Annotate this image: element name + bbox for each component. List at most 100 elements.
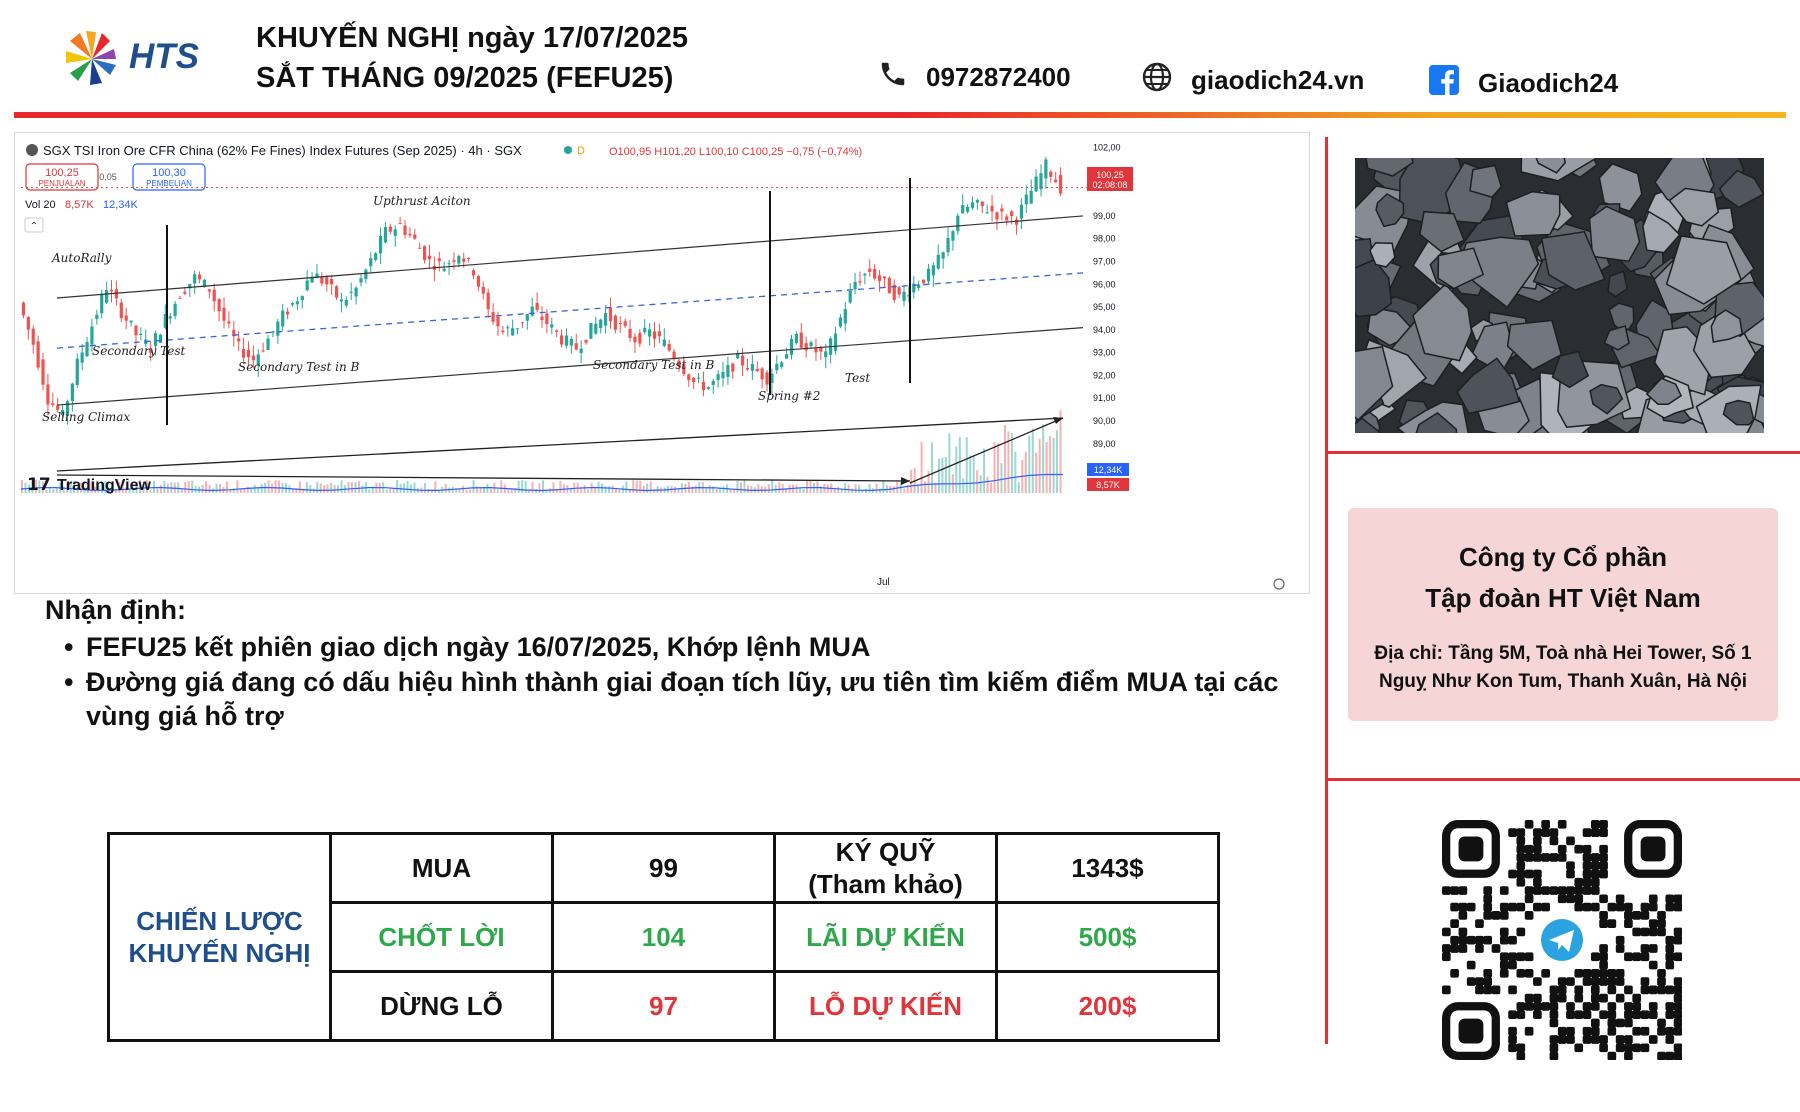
qr-module	[1657, 1018, 1666, 1028]
buy-button[interactable]	[132, 163, 206, 191]
margin-label-line1: KÝ QUỸ	[835, 837, 936, 867]
candle-body	[785, 354, 789, 359]
chart-canvas: SGX TSI Iron Ore CFR China (62% Fe Fines…	[20, 143, 1285, 590]
volume-bar	[389, 488, 392, 493]
candle-body	[70, 383, 74, 402]
qr-module	[1549, 1043, 1559, 1053]
volume-bar	[673, 486, 676, 493]
candle-body	[158, 334, 163, 343]
telegram-qr-code[interactable]	[1442, 820, 1683, 1061]
right-divider-vertical	[1325, 137, 1328, 1044]
candle-body	[447, 263, 451, 265]
qr-module	[1673, 977, 1683, 986]
volume-bar	[635, 480, 638, 493]
volume-bar	[239, 488, 242, 493]
volume-bar	[208, 485, 211, 493]
volume-bar	[958, 437, 961, 493]
qr-module	[1640, 1043, 1650, 1053]
qr-module	[1615, 902, 1625, 912]
candle-body	[564, 335, 569, 346]
volume-bar	[462, 485, 465, 493]
qr-module	[1566, 861, 1575, 871]
qr-module	[1458, 944, 1468, 953]
volume-bar	[517, 480, 520, 493]
candle-body	[422, 246, 427, 261]
volume-bar	[739, 482, 742, 493]
website-link[interactable]: giaodich24.vn	[1191, 65, 1365, 95]
qr-module	[1590, 853, 1600, 862]
qr-module	[1541, 968, 1550, 978]
candle-body	[193, 274, 197, 284]
candle-body	[599, 319, 603, 328]
qr-module	[1574, 844, 1584, 854]
margin-label-cell: KÝ QUỸ (Tham khảo)	[773, 832, 998, 904]
qr-module	[1607, 1010, 1617, 1020]
volume-bar	[142, 485, 145, 493]
candle-body	[633, 336, 637, 343]
bullet-icon: •	[64, 632, 74, 662]
volume-bar	[298, 481, 301, 493]
candle-body	[1010, 211, 1014, 216]
qr-module	[1533, 836, 1542, 846]
volume-bar	[201, 484, 204, 493]
qr-module	[1624, 1051, 1633, 1061]
volume-bar	[851, 488, 854, 493]
volume-bar	[778, 482, 781, 493]
qr-module	[1599, 820, 1608, 829]
phone-icon	[878, 59, 908, 96]
qr-module	[1599, 844, 1608, 854]
qr-module	[1450, 944, 1459, 953]
candle-body	[442, 268, 446, 272]
qr-module	[1599, 828, 1608, 837]
qr-module	[1557, 1026, 1567, 1036]
qr-module	[1615, 1035, 1625, 1044]
candle-body	[212, 289, 216, 302]
candle-body	[305, 280, 309, 291]
qr-module	[1632, 993, 1642, 1003]
website-contact[interactable]: giaodich24.vn	[1141, 61, 1364, 100]
volume-bar	[267, 480, 270, 493]
qr-module	[1442, 944, 1451, 953]
volume-bar	[607, 486, 610, 493]
qr-module	[1458, 902, 1468, 912]
qr-module	[1640, 902, 1650, 912]
candle-body	[388, 226, 392, 232]
ore-chunk	[1415, 411, 1458, 433]
volume-bar	[1024, 451, 1027, 493]
annotation-spring-2: Spring #2	[758, 389, 820, 403]
candle-body	[941, 252, 945, 259]
settings-icon[interactable]	[1273, 578, 1285, 590]
sell-button[interactable]	[25, 163, 99, 191]
expected-profit-label: LÃI DỰ KIẾN	[773, 901, 998, 973]
qr-module	[1450, 935, 1459, 945]
candle-body	[139, 333, 143, 336]
page-subtitle: SẮT THÁNG 09/2025 (FEFU25)	[256, 62, 674, 94]
volume-bar	[55, 488, 58, 493]
candle-body	[711, 380, 715, 385]
qr-module	[1483, 894, 1493, 904]
phone-contact[interactable]: 0972872400	[878, 59, 1071, 96]
candle-body	[961, 205, 965, 214]
facebook-page[interactable]: Giaodich24	[1478, 68, 1619, 98]
volume-bar	[476, 486, 479, 493]
collapse-button[interactable]	[24, 217, 44, 233]
qr-module	[1516, 902, 1526, 912]
phone-number: 0972872400	[926, 62, 1071, 92]
qr-module	[1557, 820, 1567, 829]
volume-bar	[97, 485, 100, 493]
volume-bar	[205, 481, 208, 493]
volume-bar	[1052, 437, 1055, 493]
volume-bar	[45, 489, 48, 493]
qr-module	[1541, 1002, 1550, 1011]
tradingview-text: TradingView	[57, 477, 152, 494]
qr-module	[1483, 911, 1493, 920]
candle-body	[1039, 173, 1043, 190]
volume-bar	[434, 481, 437, 493]
candle-body	[545, 313, 549, 325]
candle-body	[75, 358, 79, 386]
volume-breakout-arrow	[909, 417, 1064, 484]
candle-body	[261, 350, 265, 352]
midline-trendline	[56, 272, 1084, 349]
facebook-contact[interactable]: Giaodich24	[1428, 64, 1618, 103]
volume-bar	[972, 456, 975, 493]
